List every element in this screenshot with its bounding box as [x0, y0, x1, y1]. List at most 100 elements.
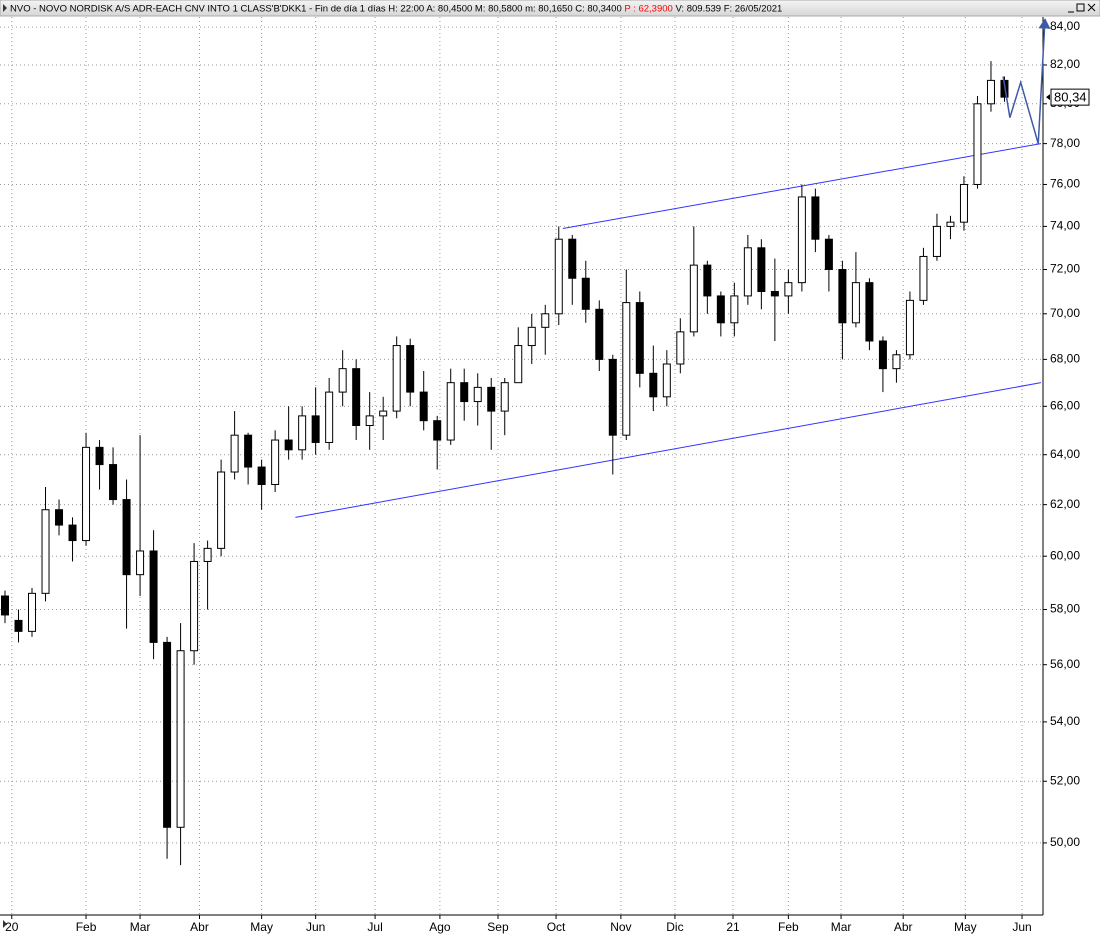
candle-body	[649, 372, 658, 398]
candle-body	[365, 415, 374, 427]
candle-body	[41, 509, 50, 594]
candle-body	[784, 282, 793, 297]
candle-body	[68, 524, 77, 542]
candle-body	[257, 466, 266, 485]
y-tick-label: 78,00	[1050, 136, 1080, 150]
y-tick-label: 72,00	[1050, 262, 1080, 276]
candle-body	[851, 282, 860, 324]
candle-body	[460, 382, 469, 403]
x-tick-label: 20	[5, 920, 19, 934]
y-tick-label: 74,00	[1050, 219, 1080, 233]
candle-body	[730, 295, 739, 324]
x-tick-label: Nov	[610, 920, 631, 934]
header-highlight: P : 62,3900	[624, 3, 672, 14]
candle-body	[338, 368, 347, 393]
header-tail: V: 809.539 F: 26/05/2021	[673, 3, 783, 14]
candle-body	[986, 79, 995, 105]
x-tick-label: Feb	[76, 920, 97, 934]
y-tick-label: 50,00	[1050, 835, 1080, 849]
candle-body	[352, 368, 361, 427]
y-tick-label: 52,00	[1050, 773, 1080, 787]
candle-body	[55, 509, 64, 526]
x-tick-label: Feb	[778, 920, 799, 934]
candle-body	[230, 434, 239, 473]
x-tick-label: May	[250, 920, 273, 934]
candle-body	[136, 550, 145, 576]
candle-body	[595, 308, 604, 360]
candle-body	[473, 386, 482, 403]
last-price-label: 80,34	[1054, 90, 1087, 105]
x-tick-label: Dic	[666, 920, 683, 934]
y-tick-label: 58,00	[1050, 602, 1080, 616]
candle-body	[905, 299, 914, 356]
candle-body	[406, 345, 415, 393]
scroll-arrow[interactable]	[3, 920, 7, 928]
candle-body	[379, 410, 388, 417]
candle-body	[203, 547, 212, 562]
y-tick-label: 62,00	[1050, 497, 1080, 511]
projection-arrow	[1002, 18, 1051, 144]
candle-body	[527, 326, 536, 347]
trend-line	[295, 382, 1042, 518]
candle-body	[541, 313, 550, 328]
candle-body	[824, 238, 833, 270]
candle-body	[109, 464, 118, 501]
candle-body	[838, 268, 847, 324]
candle-body	[662, 363, 671, 398]
x-tick-label: 21	[726, 920, 740, 934]
y-tick-label: 64,00	[1050, 447, 1080, 461]
x-tick-label: Abr	[894, 920, 913, 934]
candle-body	[82, 446, 91, 542]
candle-body	[689, 264, 698, 333]
candle-body	[608, 358, 617, 436]
y-tick-label: 82,00	[1050, 57, 1080, 71]
y-tick-label: 66,00	[1050, 398, 1080, 412]
x-tick-label: Abr	[190, 920, 209, 934]
header-info: NVO - NOVO NORDISK A/S ADR-EACH CNV INTO…	[10, 3, 782, 14]
x-tick-label: Ago	[429, 920, 451, 934]
candle-body	[716, 295, 725, 324]
candle-body	[500, 382, 509, 412]
candle-body	[325, 391, 334, 443]
candle-body	[487, 386, 496, 412]
candle-body	[149, 550, 158, 643]
candle-body	[770, 290, 779, 297]
y-tick-label: 70,00	[1050, 306, 1080, 320]
candle-body	[703, 264, 712, 297]
candle-body	[190, 560, 199, 652]
x-tick-label: Mar	[831, 920, 852, 934]
x-tick-label: Mar	[130, 920, 151, 934]
candle-body	[433, 420, 442, 441]
candle-body	[622, 302, 631, 436]
candle-body	[568, 238, 577, 279]
x-tick-label: Jun	[1012, 920, 1031, 934]
y-tick-label: 76,00	[1050, 177, 1080, 191]
x-tick-label: Jul	[367, 920, 382, 934]
candle-body	[1, 595, 9, 616]
y-tick-label: 68,00	[1050, 352, 1080, 366]
candle-body	[878, 340, 887, 370]
title-bar	[0, 0, 1100, 17]
candle-body	[284, 439, 293, 451]
x-tick-label: May	[954, 920, 977, 934]
header-main: NVO - NOVO NORDISK A/S ADR-EACH CNV INTO…	[10, 3, 624, 14]
window-buttons[interactable]	[1068, 3, 1096, 13]
candle-body	[797, 196, 806, 284]
y-tick-label: 56,00	[1050, 657, 1080, 671]
x-tick-label: Jun	[306, 920, 325, 934]
candle-body	[581, 277, 590, 310]
candle-body	[865, 282, 874, 342]
candle-body	[635, 302, 644, 374]
last-price-pointer	[1046, 94, 1050, 101]
y-tick-label: 54,00	[1050, 714, 1080, 728]
candle-body	[95, 446, 104, 466]
candle-body	[554, 238, 563, 315]
candle-body	[676, 331, 685, 365]
candle-body	[271, 439, 280, 485]
menu-arrow[interactable]	[3, 4, 7, 12]
candle-body	[892, 354, 901, 370]
candle-body	[176, 650, 185, 828]
x-tick-label: Oct	[547, 920, 566, 934]
candle-body	[811, 196, 820, 240]
